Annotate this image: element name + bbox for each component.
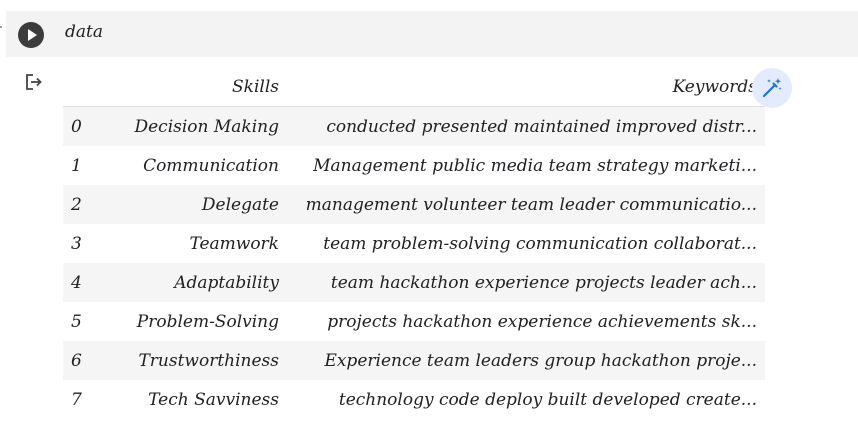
row-index: 4 [71, 272, 82, 293]
header-row: Skills Keywords [63, 68, 765, 107]
skill-cell: Tech Savviness [148, 389, 279, 410]
keywords-cell: technology code deploy built developed c… [287, 380, 765, 419]
code-text[interactable]: data [65, 22, 103, 42]
output-arrow-icon[interactable] [24, 72, 44, 92]
table-row: 5 Problem-Solving projects hackathon exp… [63, 302, 765, 341]
table-header: Skills Keywords [63, 68, 765, 107]
keywords-text: team problem-solving communication colla… [323, 233, 757, 254]
keywords-cell: projects hackathon experience achievemen… [287, 302, 765, 341]
skill-cell: Problem-Solving [136, 311, 279, 332]
row-index: 6 [71, 350, 82, 371]
keywords-cell: team hackathon experience projects leade… [287, 263, 765, 302]
cell-edge-marker [0, 26, 2, 28]
keywords-text: conducted presented maintained improved … [326, 116, 757, 137]
column-header-keywords: Keywords [287, 68, 765, 107]
keywords-text: team hackathon experience projects leade… [330, 272, 757, 293]
table-row: 1 Communication Management public media … [63, 146, 765, 185]
keywords-text: management volunteer team leader communi… [305, 194, 757, 215]
code-input-area[interactable] [6, 11, 858, 57]
play-icon [28, 29, 37, 41]
row-index: 3 [71, 233, 82, 254]
table-row: 3 Teamwork team problem-solving communic… [63, 224, 765, 263]
keywords-text: technology code deploy built developed c… [338, 389, 757, 410]
keywords-text: Management public media team strategy ma… [313, 155, 757, 176]
table-body: 0 Decision Making conducted presented ma… [63, 106, 765, 420]
row-index: 5 [71, 311, 82, 332]
row-index: 2 [71, 194, 82, 215]
dataframe-table: Skills Keywords 0 Decision Making conduc… [63, 68, 765, 419]
magic-wand-button[interactable] [752, 68, 792, 108]
row-index: 0 [71, 116, 82, 137]
skill-cell: Decision Making [134, 116, 279, 137]
row-index: 1 [71, 155, 82, 176]
table-row: 2 Delegate management volunteer team lea… [63, 185, 765, 224]
keywords-text: Experience team leaders group hackathon … [324, 350, 757, 371]
skill-cell: Delegate [201, 194, 279, 215]
keywords-cell: Experience team leaders group hackathon … [287, 341, 765, 380]
table-row: 4 Adaptability team hackathon experience… [63, 263, 765, 302]
table-row: 6 Trustworthiness Experience team leader… [63, 341, 765, 380]
keywords-cell: team problem-solving communication colla… [287, 224, 765, 263]
table-row: 0 Decision Making conducted presented ma… [63, 106, 765, 147]
skill-cell: Communication [143, 155, 279, 176]
keywords-cell: conducted presented maintained improved … [287, 107, 765, 147]
skill-cell: Trustworthiness [138, 350, 279, 371]
index-header [63, 68, 109, 107]
skill-cell: Adaptability [174, 272, 279, 293]
keywords-text: projects hackathon experience achievemen… [327, 311, 757, 332]
row-index: 7 [71, 389, 82, 410]
magic-wand-icon [762, 78, 782, 98]
column-header-skills: Skills [109, 68, 287, 107]
keywords-cell: management volunteer team leader communi… [287, 185, 765, 224]
keywords-cell: Management public media team strategy ma… [287, 146, 765, 185]
run-cell-button[interactable] [18, 22, 44, 48]
skill-cell: Teamwork [189, 233, 279, 254]
table-row: 7 Tech Savviness technology code deploy … [63, 380, 765, 419]
